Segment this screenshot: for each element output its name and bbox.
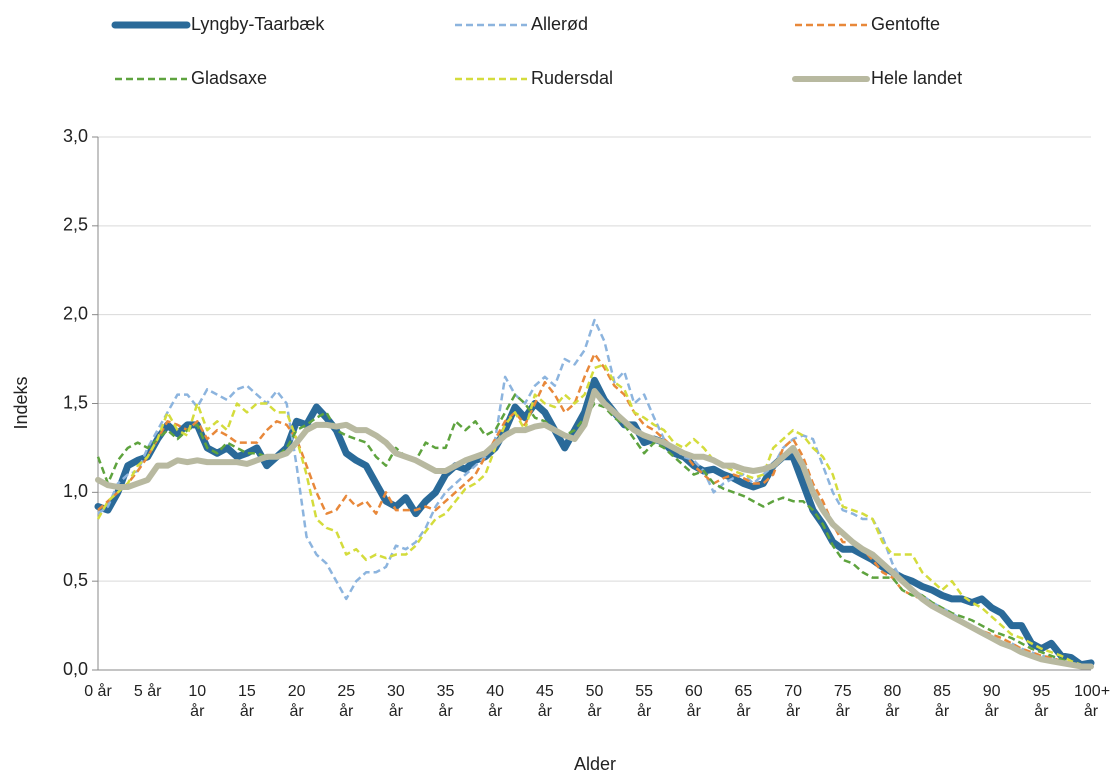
x-tick-label: 45 år xyxy=(535,683,554,720)
line-series xyxy=(95,388,1094,670)
line-series xyxy=(97,318,1091,668)
x-tick-label: 15 år xyxy=(238,683,256,720)
y-tick-label: 1,0 xyxy=(63,481,88,501)
legend-label: Hele landet xyxy=(871,68,962,88)
y-tick-label: 2,0 xyxy=(63,303,88,323)
x-tick-label: 25 år xyxy=(337,683,356,720)
x-tick-label: 55 år xyxy=(635,683,654,720)
x-tick-label: 30 år xyxy=(386,683,405,720)
line-series xyxy=(97,352,1092,668)
x-tick-label: 70 år xyxy=(784,683,802,720)
x-tick-label: 40 år xyxy=(486,683,505,720)
x-tick-label: 95 år xyxy=(1032,683,1051,720)
x-tick-label: 5 år xyxy=(133,683,162,700)
x-tick-label: 10 år xyxy=(188,683,207,720)
legend-label: Lyngby-Taarbæk xyxy=(191,14,325,34)
y-tick-label: 0,5 xyxy=(63,570,88,590)
y-tick-label: 3,0 xyxy=(63,126,88,146)
y-axis-label: Indeks xyxy=(11,376,31,429)
x-tick-label: 50 år xyxy=(585,683,604,720)
x-tick-label: 35 år xyxy=(436,683,455,720)
x-tick-label: 75 år xyxy=(833,683,852,720)
x-tick-label: 85 år xyxy=(933,683,951,720)
line-series xyxy=(96,363,1092,668)
x-tick-label: 20 år xyxy=(287,683,306,720)
line-series xyxy=(96,393,1092,668)
x-tick-label: 80 år xyxy=(883,683,902,720)
x-tick-label: 60 år xyxy=(684,683,703,720)
x-tick-label: 0 år xyxy=(84,683,112,700)
legend-label: Rudersdal xyxy=(531,68,613,88)
y-tick-label: 0,0 xyxy=(63,659,88,679)
legend-label: Gladsaxe xyxy=(191,68,267,88)
y-tick-label: 1,5 xyxy=(63,392,88,412)
x-tick-label: 65 år xyxy=(734,683,753,720)
y-tick-label: 2,5 xyxy=(63,215,88,235)
x-axis-label: Alder xyxy=(574,754,616,774)
x-tick-label: 100+ år xyxy=(1074,683,1111,720)
line-series xyxy=(94,376,1095,669)
x-tick-label: 90 år xyxy=(982,683,1001,720)
legend-label: Gentofte xyxy=(871,14,940,34)
legend-label: Allerød xyxy=(531,14,588,34)
